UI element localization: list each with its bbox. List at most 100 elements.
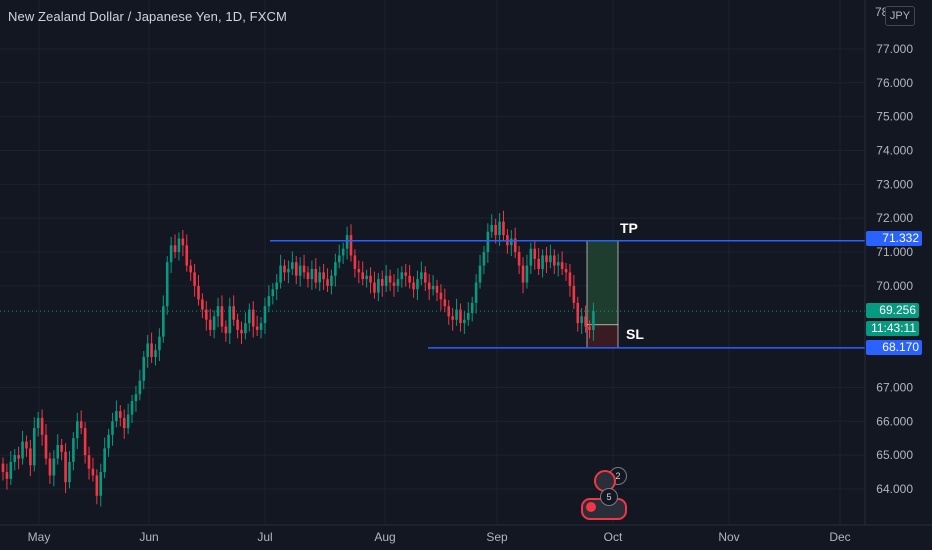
candle-body bbox=[228, 306, 232, 334]
candle-body bbox=[142, 356, 146, 381]
candle-body bbox=[330, 275, 333, 286]
price-tick-label: 64.000 bbox=[876, 482, 913, 496]
candle-body bbox=[32, 428, 36, 466]
candle-body bbox=[197, 285, 200, 300]
candle-body bbox=[420, 272, 423, 280]
candle-body bbox=[240, 329, 243, 334]
price-tick-label: 70.000 bbox=[876, 279, 913, 293]
candle-body bbox=[498, 221, 501, 236]
candle-body bbox=[486, 231, 490, 253]
candle-body bbox=[334, 262, 337, 276]
candle-body bbox=[146, 343, 149, 357]
candle-body bbox=[560, 262, 564, 269]
candle-body bbox=[588, 326, 591, 330]
candle-body bbox=[162, 306, 165, 337]
candle-body bbox=[470, 302, 474, 313]
time-tick-label: Jun bbox=[139, 530, 158, 544]
candle-body bbox=[416, 279, 419, 290]
candle-body bbox=[201, 299, 204, 310]
candle-body bbox=[75, 421, 79, 439]
candle-body bbox=[576, 302, 580, 324]
candle-body bbox=[13, 455, 17, 462]
candle-body bbox=[189, 265, 192, 273]
candle-body bbox=[474, 282, 478, 303]
candle-body bbox=[87, 455, 91, 469]
candle-body bbox=[298, 265, 302, 276]
candle-body bbox=[396, 279, 400, 286]
candle-body bbox=[64, 451, 67, 483]
candle-body bbox=[357, 268, 361, 273]
candle-body bbox=[115, 411, 118, 422]
candle-body bbox=[205, 309, 208, 320]
candle-body bbox=[349, 235, 353, 256]
stop-loss-zone[interactable] bbox=[586, 324, 619, 349]
symbol-title[interactable]: New Zealand Dollar / Japanese Yen, 1D, F… bbox=[8, 9, 287, 24]
candle-body bbox=[154, 350, 157, 357]
price-tick-label: 74.000 bbox=[876, 144, 913, 158]
candle-body bbox=[310, 268, 314, 280]
price-tick-label: 76.000 bbox=[876, 76, 913, 90]
candle-body bbox=[25, 441, 28, 449]
price-tick-label: 77.000 bbox=[876, 42, 913, 56]
candle-body bbox=[502, 221, 505, 236]
candle-body bbox=[263, 306, 267, 324]
candle-body bbox=[431, 285, 435, 290]
candle-body bbox=[150, 343, 153, 357]
candle-body bbox=[533, 248, 537, 259]
candle-body bbox=[463, 319, 466, 324]
candle-body bbox=[287, 268, 290, 273]
time-tick-label: Nov bbox=[718, 530, 739, 544]
candle-body bbox=[173, 245, 177, 253]
candle-body bbox=[537, 258, 540, 269]
candle-body bbox=[549, 255, 552, 263]
candle-body bbox=[529, 248, 533, 266]
candle-body bbox=[40, 417, 44, 435]
last-price-tag: 69.256 bbox=[866, 303, 919, 318]
candle-body bbox=[1, 463, 5, 473]
bar-countdown: 11:43:11 bbox=[866, 321, 919, 336]
candle-body bbox=[255, 326, 259, 330]
event-dot-icon bbox=[586, 502, 596, 512]
take-profit-zone[interactable] bbox=[586, 240, 619, 326]
candle-body bbox=[490, 224, 494, 232]
candle-body bbox=[408, 275, 411, 283]
candle-body bbox=[322, 272, 325, 280]
candle-body bbox=[36, 417, 40, 429]
candle-body bbox=[5, 472, 9, 479]
candle-body bbox=[251, 309, 255, 327]
candle-body bbox=[384, 275, 388, 286]
candle-series bbox=[1, 210, 595, 507]
candle-body bbox=[337, 255, 341, 263]
candle-body bbox=[56, 444, 60, 459]
candle-body bbox=[177, 238, 181, 253]
tp-label[interactable]: TP bbox=[620, 220, 638, 236]
candle-body bbox=[294, 262, 298, 276]
candle-body bbox=[556, 262, 560, 266]
candle-body bbox=[482, 252, 486, 266]
candle-body bbox=[404, 272, 408, 276]
currency-button[interactable]: JPY bbox=[885, 6, 915, 26]
candle-body bbox=[435, 285, 439, 293]
price-tick-label: 75.000 bbox=[876, 110, 913, 124]
candle-body bbox=[68, 461, 71, 483]
candle-body bbox=[181, 238, 185, 246]
candle-body bbox=[513, 238, 517, 253]
candle-body bbox=[510, 238, 513, 246]
candle-body bbox=[592, 311, 595, 330]
candle-body bbox=[103, 448, 106, 473]
candle-body bbox=[365, 275, 368, 280]
time-axis: May Jun Jul Aug Sep Oct Nov Dec bbox=[0, 524, 932, 544]
price-tick-label: 65.000 bbox=[876, 448, 913, 462]
candle-body bbox=[60, 444, 63, 452]
candle-body bbox=[466, 312, 470, 320]
candle-body bbox=[279, 265, 282, 283]
candle-body bbox=[267, 296, 271, 307]
candle-body bbox=[17, 455, 20, 459]
sl-label[interactable]: SL bbox=[626, 326, 644, 342]
candle-body bbox=[208, 319, 212, 330]
candle-body bbox=[119, 411, 122, 418]
candle-body bbox=[271, 289, 275, 297]
event-count-badge-lower[interactable]: 5 bbox=[600, 488, 618, 506]
candle-body bbox=[212, 316, 216, 330]
